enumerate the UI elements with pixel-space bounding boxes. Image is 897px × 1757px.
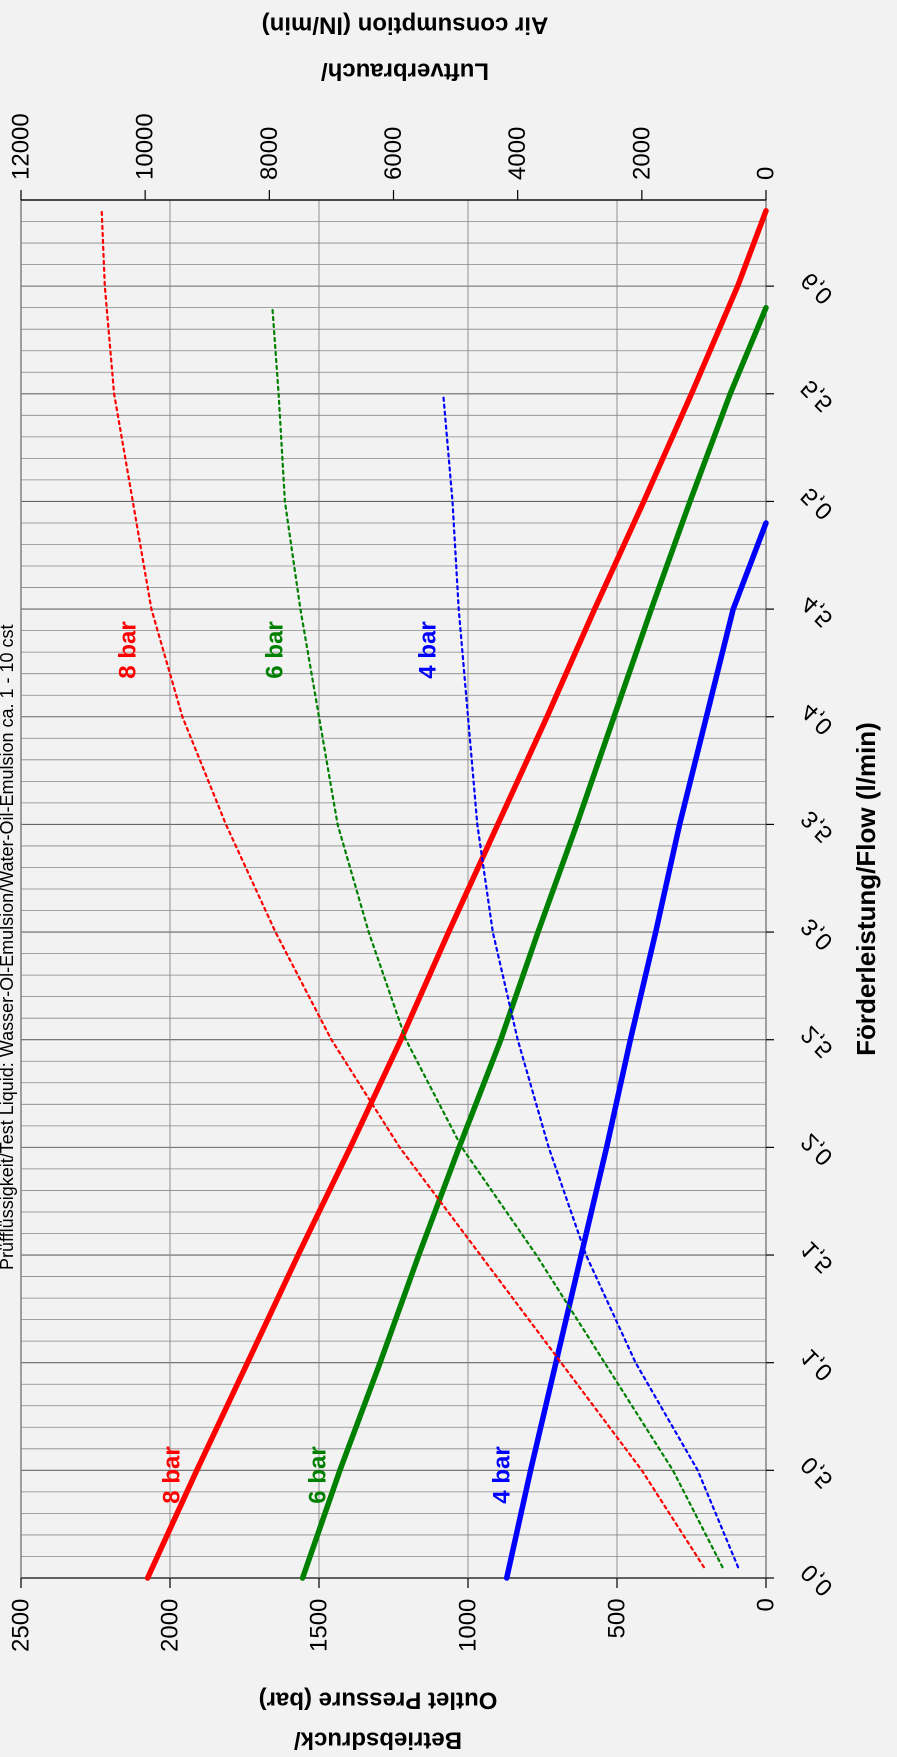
x-axis-title: Förderleistung/Flow (l/min) [851, 722, 881, 1056]
series-label-high-flow: 8 bar [115, 621, 142, 678]
right-axis-tick-label: 2000 [628, 127, 655, 180]
left-axis-tick-label: 500 [604, 1598, 631, 1638]
right-axis-tick-label: 8000 [256, 127, 283, 180]
series [100, 208, 769, 1581]
air-consumption-line-8-bar [100, 209, 706, 1569]
pressure-line-6-bar [299, 304, 769, 1581]
left-axis-title-line2: Outlet Pressure (bar) [259, 1687, 498, 1714]
left-axis-tick-label: 1000 [455, 1599, 482, 1652]
left-axis-tick-label: 2000 [157, 1599, 184, 1652]
series-label-low-flow: 6 bar [305, 1446, 332, 1503]
series-label-high-flow: 6 bar [262, 621, 289, 678]
left-axis-tick-label: 2500 [8, 1599, 35, 1652]
series-label-low-flow: 4 bar [489, 1446, 516, 1503]
pressure-line-4-bar [503, 520, 769, 1581]
right-axis-tick-label: 12000 [8, 113, 35, 180]
left-axis-tick-label: 0 [753, 1598, 780, 1611]
labels: Prüfflüssigkeit/Test Liquid: Wasser-Öl-E… [0, 621, 516, 1503]
right-axis-tick-label: 6000 [380, 127, 407, 180]
right-axis-tick-label: 0 [753, 167, 780, 180]
right-axis-title-line1: Luftverbrauch/ [321, 58, 489, 85]
left-axis-title-line1: Betriebsdruck/ [294, 1727, 462, 1754]
series-label-high-flow: 4 bar [415, 621, 442, 678]
test-liquid-note: Prüfflüssigkeit/Test Liquid: Wasser-Öl-E… [0, 624, 17, 1270]
air-consumption-line-6-bar [271, 306, 724, 1569]
air-consumption-line-4-bar [442, 392, 740, 1569]
series-label-low-flow: 8 bar [159, 1446, 186, 1503]
right-axis-tick-label: 10000 [132, 113, 159, 180]
left-axis-tick-label: 1500 [306, 1599, 333, 1652]
grid [20, 199, 767, 1579]
pressure-line-8-bar [144, 208, 769, 1581]
right-axis-tick-label: 4000 [504, 127, 531, 180]
right-axis-title-line2: Air consumption (lN/min) [262, 12, 549, 39]
